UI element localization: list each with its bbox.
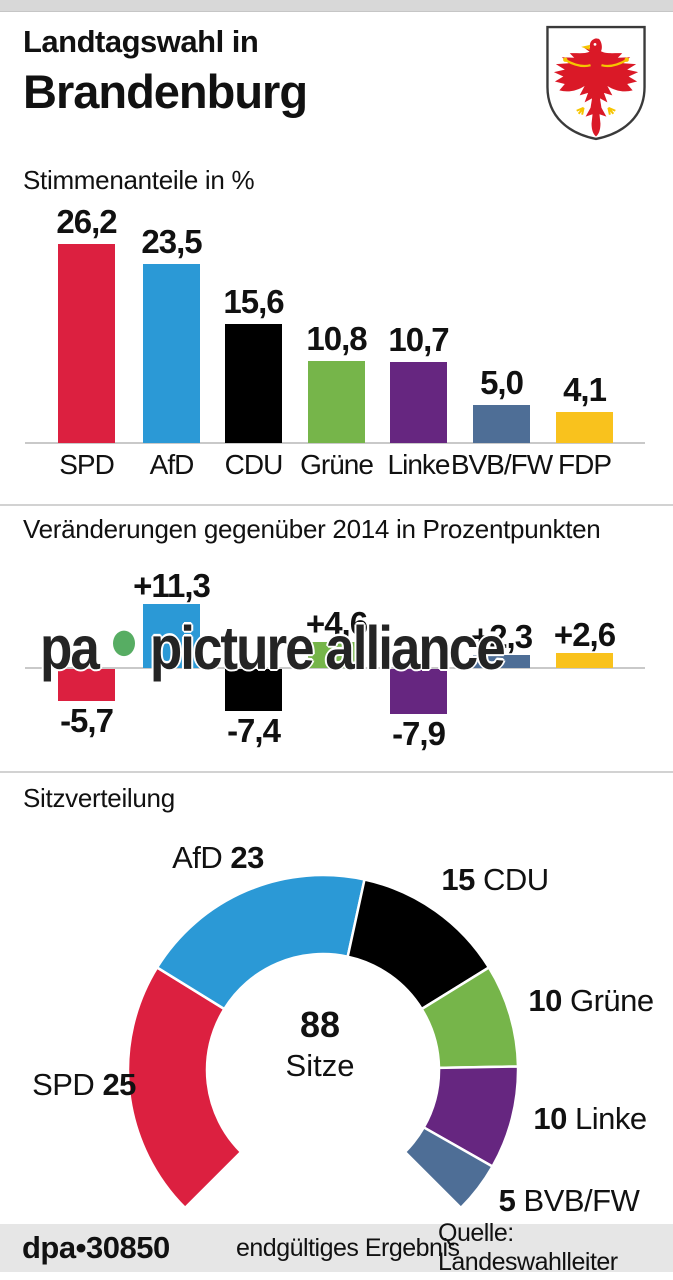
seat-label-AfD: AfD 23 xyxy=(172,840,264,876)
top-strip xyxy=(0,0,673,12)
votes-category-AfD: AfD xyxy=(149,449,195,480)
section-divider-1 xyxy=(0,504,673,506)
dpa-number: 30850 xyxy=(85,1230,170,1265)
votes-value-AfD: 23,5 xyxy=(141,223,202,260)
seat-segment-AfD xyxy=(155,873,366,1011)
change-value-BVB/FW: +2,3 xyxy=(470,618,533,655)
seat-party-AfD: AfD xyxy=(172,840,223,875)
votes-bar-SPD xyxy=(58,244,115,443)
change-bar-BVB/FW xyxy=(473,655,530,668)
seat-party-Grüne: Grüne xyxy=(569,983,654,1018)
brandenburg-coat-of-arms-icon xyxy=(546,25,646,141)
seat-party-SPD: SPD xyxy=(32,1067,95,1102)
footer-bar: dpa•30850 endgültiges Ergebnis Quelle: L… xyxy=(0,1219,673,1276)
watermark-suffix: picture alliance xyxy=(149,613,506,683)
seat-segment-Grüne xyxy=(419,965,520,1070)
seat-label-Grüne: 10 Grüne xyxy=(528,983,654,1019)
votes-value-BVB/FW: 5,0 xyxy=(480,364,524,401)
change-bar-Linke xyxy=(390,669,447,714)
page-title-line1: Landtagswahl in xyxy=(23,24,259,59)
seat-segment-BVB/FW xyxy=(403,1125,495,1210)
seat-party-Linke: Linke xyxy=(575,1101,647,1136)
change-value-Linke: -7,9 xyxy=(392,715,446,752)
change-bar-SPD xyxy=(58,669,115,701)
seat-count-CDU: 15 xyxy=(441,862,475,897)
seat-label-Linke: 10 Linke xyxy=(533,1101,647,1137)
votes-value-SPD: 26,2 xyxy=(56,203,117,240)
seat-label-BVB/FW: 5 BVB/FW xyxy=(499,1183,640,1219)
result-status: endgültiges Ergebnis xyxy=(236,1233,460,1262)
votes-category-CDU: CDU xyxy=(224,449,284,480)
votes-category-Grüne: Grüne xyxy=(300,449,374,480)
seats-total-label: Sitze xyxy=(285,1048,355,1083)
seats-total-value: 88 xyxy=(299,1004,341,1045)
seat-count-Grüne: 10 xyxy=(528,983,562,1018)
change-value-CDU: -7,4 xyxy=(227,712,281,749)
dpa-bullet: • xyxy=(75,1230,87,1265)
votes-bar-BVB/FW xyxy=(473,405,530,443)
seat-party-CDU: CDU xyxy=(482,862,549,897)
watermark-prefix: pa xyxy=(40,613,100,683)
votes-bar-CDU xyxy=(225,324,282,443)
votes-category-BVB/FW: BVB/FW xyxy=(450,449,553,480)
change-bar-CDU xyxy=(225,669,282,711)
seat-segment-SPD xyxy=(126,965,243,1210)
votes-bar-Linke xyxy=(390,362,447,443)
watermark-dot-icon xyxy=(105,622,142,665)
seat-label-CDU: 15 CDU xyxy=(441,862,549,898)
votes-bar-FDP xyxy=(556,412,613,443)
change-value-SPD: -5,7 xyxy=(60,702,114,739)
votes-bar-AfD xyxy=(143,264,200,443)
votes-value-FDP: 4,1 xyxy=(563,371,607,408)
section-divider-2 xyxy=(0,771,673,773)
votes-category-SPD: SPD xyxy=(59,449,115,480)
change-bar-Grüne xyxy=(308,642,365,668)
seat-count-AfD: 23 xyxy=(230,840,264,875)
change-chart-title: Veränderungen gegenüber 2014 in Prozentp… xyxy=(23,514,601,544)
seat-label-SPD: SPD 25 xyxy=(32,1067,136,1103)
seat-count-BVB/FW: 5 xyxy=(498,1183,516,1218)
dpa-logo-text: dpa xyxy=(22,1230,76,1265)
votes-value-Linke: 10,7 xyxy=(388,321,449,358)
votes-chart-axis xyxy=(25,442,645,444)
votes-chart-title: Stimmenanteile in % xyxy=(23,165,255,195)
change-bar-AfD xyxy=(143,604,200,668)
seat-segment-CDU xyxy=(346,878,491,1011)
seat-count-Linke: 10 xyxy=(533,1101,567,1136)
seat-count-SPD: 25 xyxy=(102,1067,136,1102)
votes-category-Linke: Linke xyxy=(387,449,451,480)
seat-party-BVB/FW: BVB/FW xyxy=(523,1183,640,1218)
change-bar-FDP xyxy=(556,653,613,668)
picture-alliance-watermark: pa picture alliance xyxy=(40,592,506,703)
seat-segment-Linke xyxy=(422,1065,520,1169)
votes-value-CDU: 15,6 xyxy=(223,283,284,320)
change-value-FDP: +2,6 xyxy=(553,616,616,653)
seats-chart-title: Sitzverteilung xyxy=(23,783,175,813)
votes-value-Grüne: 10,8 xyxy=(306,320,367,357)
change-chart-axis xyxy=(25,667,645,669)
page-title-line2: Brandenburg xyxy=(23,65,308,118)
change-value-AfD: +11,3 xyxy=(133,567,211,604)
dpa-brand-number: dpa•30850 xyxy=(22,1230,170,1266)
votes-bar-Grüne xyxy=(308,361,365,443)
source-credit: Quelle: Landeswahlleiter xyxy=(438,1219,618,1276)
change-value-Grüne: +4,6 xyxy=(305,605,368,642)
votes-category-FDP: FDP xyxy=(558,449,612,480)
